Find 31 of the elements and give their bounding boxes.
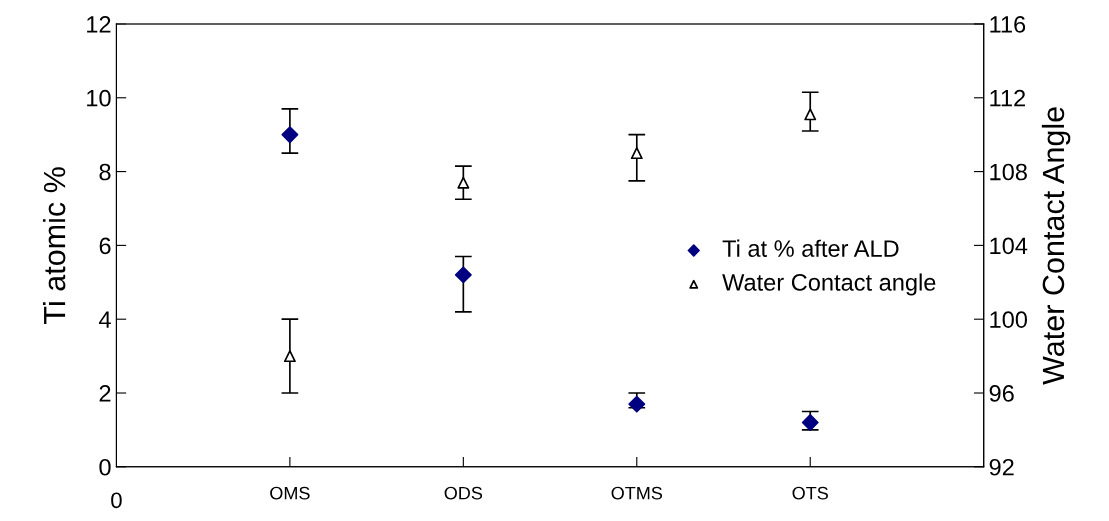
y2-tick-label: 92 xyxy=(989,458,1014,476)
y2-axis-title: Water Contact Angle xyxy=(1041,107,1071,385)
y-tick-label: 6 xyxy=(99,237,111,255)
point xyxy=(630,147,643,160)
y-tick-label: 8 xyxy=(99,163,111,181)
point xyxy=(283,350,296,363)
y-tick-label: 10 xyxy=(87,89,111,107)
x-tick-label: ODS xyxy=(444,486,483,500)
text: 0 xyxy=(111,492,122,509)
point xyxy=(628,395,646,413)
x-tick-label: OTMS xyxy=(611,486,663,500)
point xyxy=(457,176,470,189)
y-tick-label: 4 xyxy=(99,311,111,328)
y-tick-label: 0 xyxy=(99,458,111,476)
point xyxy=(801,414,819,431)
legend-label: Ti at % after ALD xyxy=(722,239,899,257)
y2-tick-label: 112 xyxy=(990,89,1026,107)
y2-tick-label: 96 xyxy=(989,385,1014,402)
legend-label: Water Contact angle xyxy=(722,273,936,296)
y2-tick-label: 104 xyxy=(990,237,1028,255)
x-tick-label: OTS xyxy=(792,486,828,500)
point xyxy=(454,266,472,284)
y-tick-label: 12 xyxy=(87,16,111,33)
x-tick-label: OMS xyxy=(270,486,310,500)
y-axis-title: Ti atomic % xyxy=(42,167,66,324)
point xyxy=(281,126,299,144)
y2-tick-label: 100 xyxy=(990,311,1028,328)
point xyxy=(804,108,817,121)
y2-tick-label: 116 xyxy=(990,16,1026,33)
y-tick-label: 2 xyxy=(99,385,111,402)
y2-tick-label: 108 xyxy=(990,163,1027,181)
